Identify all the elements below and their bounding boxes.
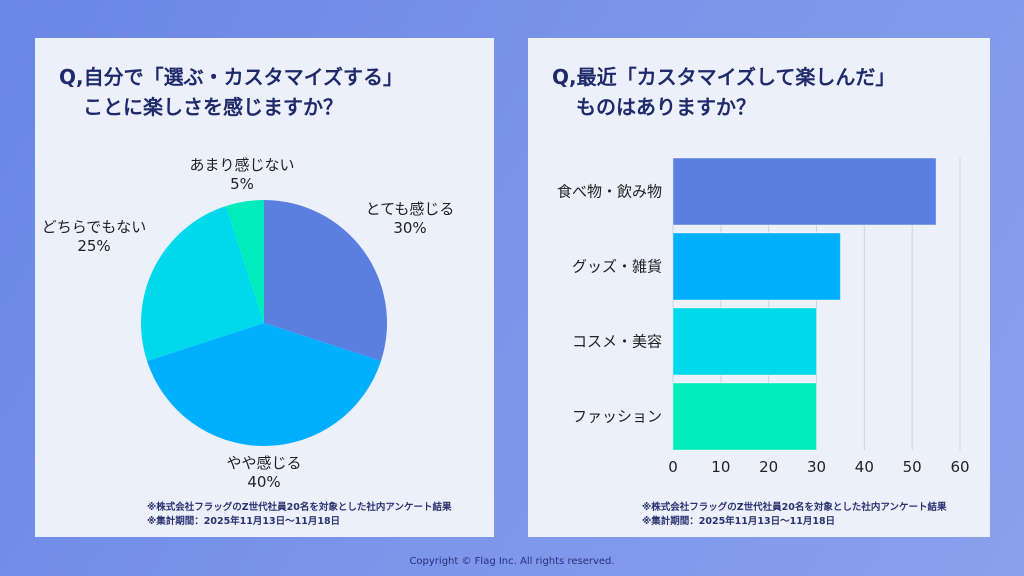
bar-0: [672, 157, 937, 226]
pie-label-3: あまり感じない 5%: [189, 156, 294, 194]
bar-note-2: ※集計期間：2025年11月13日〜11月18日: [642, 516, 836, 527]
bar-note-1: ※株式会社フラッグのZ世代社員20名を対象とした社内アンケート結果: [642, 502, 947, 513]
pie-slice-3: [225, 200, 264, 323]
x-tick-label: 50: [903, 458, 922, 476]
x-tick-label: 60: [950, 458, 969, 476]
x-tick-label: 0: [668, 458, 678, 476]
x-tick-label: 30: [807, 458, 826, 476]
bar-title-line2: ものはありますか？: [576, 95, 756, 119]
bar-1: [672, 232, 841, 301]
pie-slice-0: [264, 200, 387, 362]
pie-slice-1: [147, 323, 381, 446]
pie-label-0-value: 30%: [393, 219, 427, 237]
pie-title-line1: Q,自分で「選ぶ・カスタマイズする」: [59, 65, 403, 89]
pie-label-1-text: やや感じる: [226, 454, 302, 472]
x-tick-label: 40: [855, 458, 874, 476]
category-label: ファッション: [572, 408, 662, 426]
pie-note-2: ※集計期間：2025年11月13日〜11月18日: [147, 516, 341, 527]
pie-label-3-text: あまり感じない: [189, 156, 295, 174]
pie-label-3-value: 5%: [230, 175, 254, 193]
category-label: コスメ・美容: [572, 333, 662, 351]
category-label: グッズ・雑貨: [572, 258, 662, 276]
pie-label-2-text: どちらでもない: [41, 218, 147, 236]
bar-3: [672, 382, 817, 451]
pie-title-line2: ことに楽しさを感じますか？: [83, 95, 343, 119]
x-tick-label: 10: [711, 458, 730, 476]
pie-label-2: どちらでもない 25%: [42, 218, 147, 256]
pie-label-0: とても感じる 30%: [366, 200, 455, 238]
x-tick-label: 20: [759, 458, 778, 476]
pie-note-1: ※株式会社フラッグのZ世代社員20名を対象とした社内アンケート結果: [147, 502, 452, 513]
copyright: Copyright © Flag Inc. All rights reserve…: [409, 556, 615, 567]
pie-label-0-text: とても感じる: [365, 200, 455, 218]
bar-2: [672, 307, 817, 376]
pie-label-1-value: 40%: [247, 473, 281, 491]
category-label: 食べ物・飲み物: [557, 183, 662, 201]
pie-label-2-value: 25%: [77, 237, 111, 255]
pie-slice-2: [141, 206, 264, 362]
bar-title-line1: Q,最近「カスタマイズして楽しんだ」: [552, 65, 896, 89]
pie-label-1: やや感じる 40%: [226, 454, 301, 492]
